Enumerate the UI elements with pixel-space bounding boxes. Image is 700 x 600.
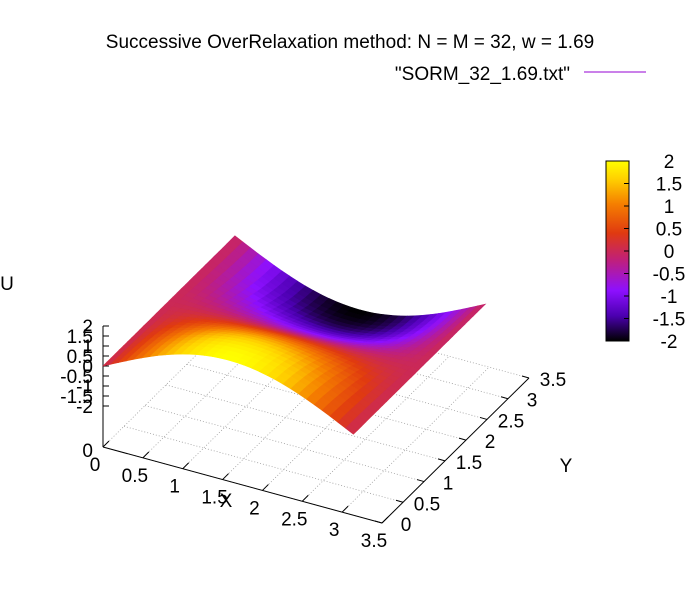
x-tick-label: 0.5 [122,466,148,487]
y-tick [521,375,530,379]
y-tick-label: 0 [401,515,412,536]
y-tick-label: 1 [443,474,454,495]
y-tick-label: 0.5 [414,494,440,515]
y-tick [395,499,404,503]
colorbar-tick-label: 0.5 [656,220,682,241]
colorbar-tick-label: -1 [661,287,678,308]
colorbar: 21.510.50-0.5-1-1.5-2 [605,152,685,353]
x-tick [142,451,150,459]
z-tick-label: -2 [76,397,93,418]
colorbar-tick-label: 1 [664,197,675,218]
x-tick [222,473,229,480]
y-tick-label: 3 [527,391,538,412]
x-tick [341,505,349,513]
legend-label: "SORM_32_1.69.txt" [395,64,570,85]
x-axis-label: X [220,491,233,512]
colorbar-tick-label: -1.5 [653,310,686,331]
z-tick-label: 2 [82,317,93,338]
z-axis-label: U [0,274,14,295]
y-tick [416,479,425,483]
z-tick-label: 1 [82,337,93,358]
y-axis-line [381,377,530,524]
y-tick-label: 1.5 [456,453,482,474]
z-axis: 21.510.50-0.5-1-1.5-20 [60,317,109,462]
surface [102,235,487,435]
x-tick-label: 0 [90,455,101,476]
z-tick-label: 1.5 [67,327,93,348]
z-tick-label: -0.5 [60,367,93,388]
y-tick [458,437,467,441]
z-tick-label: 0.5 [67,347,93,368]
y-tick [500,396,509,400]
x-tick-label: 1 [169,477,180,498]
y-tick-label: 2 [485,432,496,453]
x-tick-label: 3.5 [361,531,387,552]
floor-grid-line-y [123,425,404,503]
z-floor-tick-label: 0 [82,441,93,462]
x-tick-label: 1.5 [201,488,227,509]
x-axis-line [102,446,383,524]
x-tick [381,516,389,524]
x-tick-label: 2.5 [281,509,307,530]
x-tick-label: 2 [249,498,260,519]
colorbar-ticks: 21.510.50-0.5-1-1.5-2 [624,152,685,353]
y-tick-label: 3.5 [540,370,566,391]
colorbar-tick-label: 0 [664,242,675,263]
y-tick-label: 2.5 [498,411,524,432]
colorbar-tick-label: 1.5 [656,175,682,196]
x-tick [262,484,269,491]
y-tick [374,520,383,524]
floor-grid-line-y [165,384,446,462]
y-tick [479,416,488,420]
chart-title: Successive OverRelaxation method: N = M … [106,32,594,53]
x-tick [102,440,110,448]
floor-grid-line-y [144,405,425,482]
y-axis-label: Y [560,456,573,477]
colorbar-tick-label: 2 [664,152,675,173]
colorbar-tick-label: -0.5 [653,265,686,286]
z-tick-label: -1 [76,377,93,398]
z-tick-label: 0 [82,357,93,378]
colorbar-tick-label: -2 [661,332,678,353]
x-tick [182,462,190,470]
surface-patch [345,423,359,435]
z-tick-label: -1.5 [60,387,93,408]
x-tick-label: 3 [329,520,340,541]
y-tick [437,458,446,462]
floor-ticks: 00.511.522.533.500.511.522.533.5 [90,370,567,552]
x-tick [301,494,309,502]
